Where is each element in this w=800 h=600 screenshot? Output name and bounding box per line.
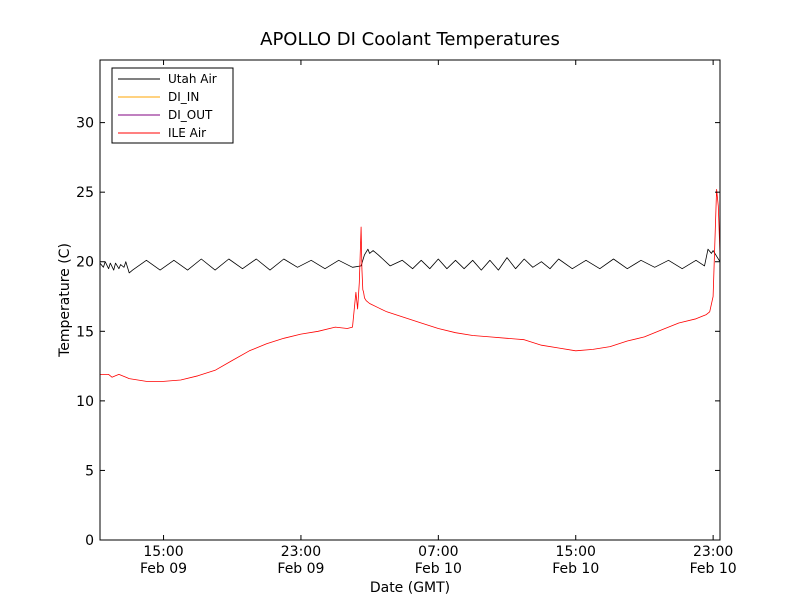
chart-title: APOLLO DI Coolant Temperatures: [260, 29, 560, 50]
series-line-utah-air: [99, 248, 721, 274]
legend-label: DI_IN: [168, 90, 199, 104]
plot-frame: [99, 59, 721, 541]
y-axis-label: Temperature (C): [57, 243, 73, 358]
y-tick-label: 20: [76, 255, 94, 271]
x-axis-label: Date (GMT): [370, 580, 450, 596]
x-tick-label-date: Feb 10: [415, 561, 462, 577]
legend: Utah Air DI_IN DI_OUT ILE Air: [111, 67, 234, 144]
x-tick-label-time: 23:00: [281, 544, 321, 560]
y-tick-label: 10: [76, 394, 94, 410]
legend-box: [111, 67, 234, 144]
series-layer: [99, 188, 721, 382]
x-tick-label-time: 15:00: [143, 544, 183, 560]
y-tick-label: 15: [76, 324, 94, 340]
y-tick-label: 30: [76, 116, 94, 132]
x-tick-label-time: 07:00: [418, 544, 458, 560]
x-tick-label-date: Feb 10: [552, 561, 599, 577]
series-line-ile-air: [100, 188, 721, 382]
x-tick-label-date: Feb 09: [277, 561, 324, 577]
y-tick-label: 25: [76, 185, 94, 201]
legend-label: DI_OUT: [168, 108, 213, 122]
legend-label: Utah Air: [168, 72, 217, 86]
x-tick-label-date: Feb 09: [140, 561, 187, 577]
x-tick-label-time: 23:00: [693, 544, 733, 560]
legend-label: ILE Air: [168, 126, 206, 140]
x-tick-label-date: Feb 10: [690, 561, 737, 577]
y-tick-label: 0: [85, 533, 94, 549]
y-tick-label: 5: [85, 463, 94, 479]
x-tick-label-time: 15:00: [556, 544, 596, 560]
